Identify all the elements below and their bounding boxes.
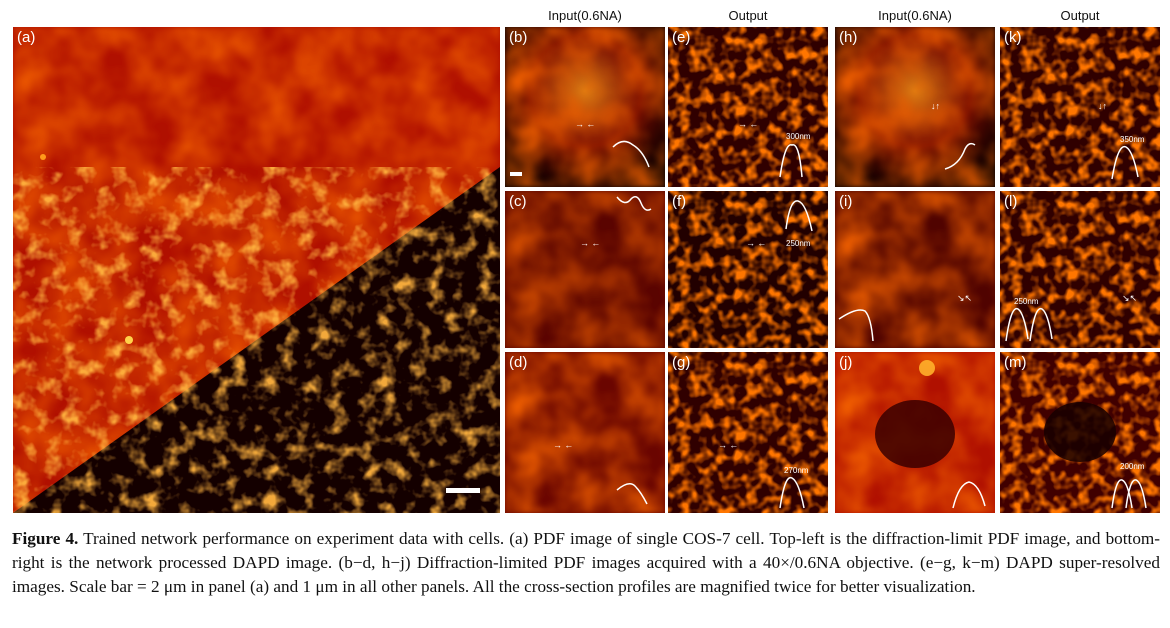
svg-text:↓↑: ↓↑ <box>931 101 940 111</box>
svg-text:↓↑: ↓↑ <box>1098 101 1107 111</box>
panel-i-label: (i) <box>839 193 853 210</box>
svg-text:→ ←: → ← <box>580 238 600 248</box>
panel-e-measurement: 300nm <box>786 132 811 141</box>
panel-k-measurement: 350nm <box>1120 135 1145 144</box>
panel-l-image: ↘↖ (l) 250nm <box>1000 191 1160 348</box>
panel-f-measurement: 250nm <box>786 239 811 248</box>
figure-caption-label: Figure 4. <box>12 529 79 548</box>
panel-c-label: (c) <box>509 193 527 210</box>
panel-g-label: (g) <box>672 354 691 371</box>
svg-text:↘↖: ↘↖ <box>1122 293 1137 303</box>
panel-a-image: (a) <box>13 27 500 513</box>
panel-m-label: (m) <box>1004 354 1027 371</box>
column-header-input-left: Input(0.6NA) <box>548 8 622 23</box>
svg-text:→ ←: → ← <box>718 440 738 450</box>
panel-m-measurement: 200nm <box>1120 462 1145 471</box>
panel-j-label: (j) <box>839 354 853 371</box>
panel-e-label: (e) <box>672 29 691 46</box>
figure-caption-text: Trained network performance on experimen… <box>12 529 1161 596</box>
panel-b-label: (b) <box>509 29 528 46</box>
column-header-output-right: Output <box>1060 8 1100 23</box>
svg-text:↘↖: ↘↖ <box>957 293 972 303</box>
panel-a-label: (a) <box>17 29 36 46</box>
panel-d-image: → ← (d) <box>505 352 665 513</box>
figure-caption: Figure 4. Trained network performance on… <box>12 527 1160 599</box>
panel-b-image: → ← (b) <box>505 27 665 187</box>
panel-l-label: (l) <box>1004 193 1018 210</box>
panel-f-image: → ← (f) 250nm <box>668 191 828 348</box>
panel-j-image: (j) <box>835 352 995 513</box>
panel-k-image: ↓↑ (k) 350nm <box>1000 27 1160 187</box>
panel-d-label: (d) <box>509 354 528 371</box>
panel-g-measurement: 270nm <box>784 466 809 475</box>
panel-h-label: (h) <box>839 29 858 46</box>
panel-k-label: (k) <box>1004 29 1022 46</box>
svg-text:→ ←: → ← <box>738 119 758 129</box>
panel-c-image: → ← (c) <box>505 191 665 348</box>
column-header-output-left: Output <box>728 8 768 23</box>
panel-g-image: → ← (g) 270nm <box>668 352 828 513</box>
panel-h-image: ↓↑ (h) <box>835 27 995 187</box>
panel-e-image: → ← (e) 300nm <box>668 27 828 187</box>
panel-i-image: ↘↖ (i) <box>835 191 995 348</box>
svg-text:→ ←: → ← <box>575 119 595 129</box>
column-header-input-right: Input(0.6NA) <box>878 8 952 23</box>
svg-text:→ ←: → ← <box>746 238 766 248</box>
panel-l-measurement: 250nm <box>1014 297 1039 306</box>
svg-text:→ ←: → ← <box>553 440 573 450</box>
panel-f-label: (f) <box>672 193 687 210</box>
panel-m-image: (m) 200nm <box>1000 352 1160 513</box>
